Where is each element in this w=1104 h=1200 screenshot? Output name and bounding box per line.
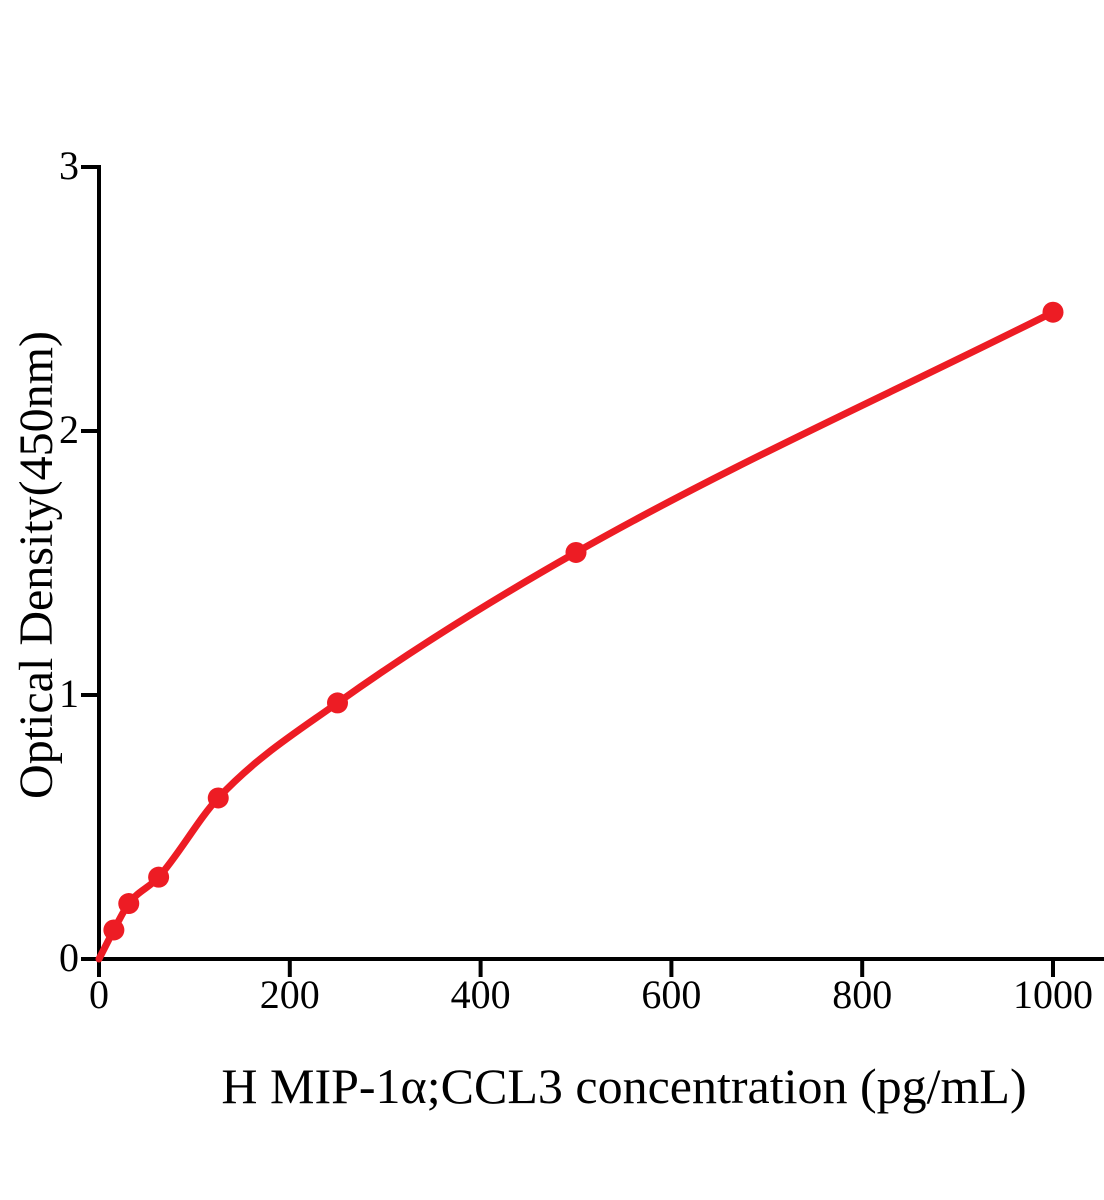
data-point-marker	[327, 692, 348, 714]
y-tick-label: 2	[59, 407, 79, 452]
data-point-marker	[207, 787, 229, 809]
data-point-marker	[565, 541, 587, 563]
x-tick-label: 0	[89, 972, 109, 1017]
y-axis-title: Optical Density(450nm)	[10, 331, 63, 799]
y-tick-label: 1	[59, 671, 79, 716]
axes: 0 200 400 600 800 1000 0 1 2 3	[59, 143, 1104, 1017]
y-tick-label: 0	[59, 935, 79, 980]
x-axis-title: H MIP-1α;CCL3 concentration (pg/mL)	[221, 1058, 1026, 1114]
curve-line	[95, 308, 1057, 963]
x-tick-label: 200	[260, 972, 320, 1017]
y-tick-label: 3	[59, 143, 79, 188]
data-series	[95, 301, 1064, 963]
x-tick-label: 600	[641, 972, 701, 1017]
x-tick-label: 400	[451, 972, 511, 1017]
data-point-marker	[118, 893, 140, 915]
data-point-marker	[103, 919, 125, 941]
x-tick-label: 1000	[1013, 972, 1093, 1017]
data-point-marker	[148, 866, 170, 888]
data-point-marker	[1042, 301, 1064, 323]
x-tick-label: 800	[832, 972, 892, 1017]
